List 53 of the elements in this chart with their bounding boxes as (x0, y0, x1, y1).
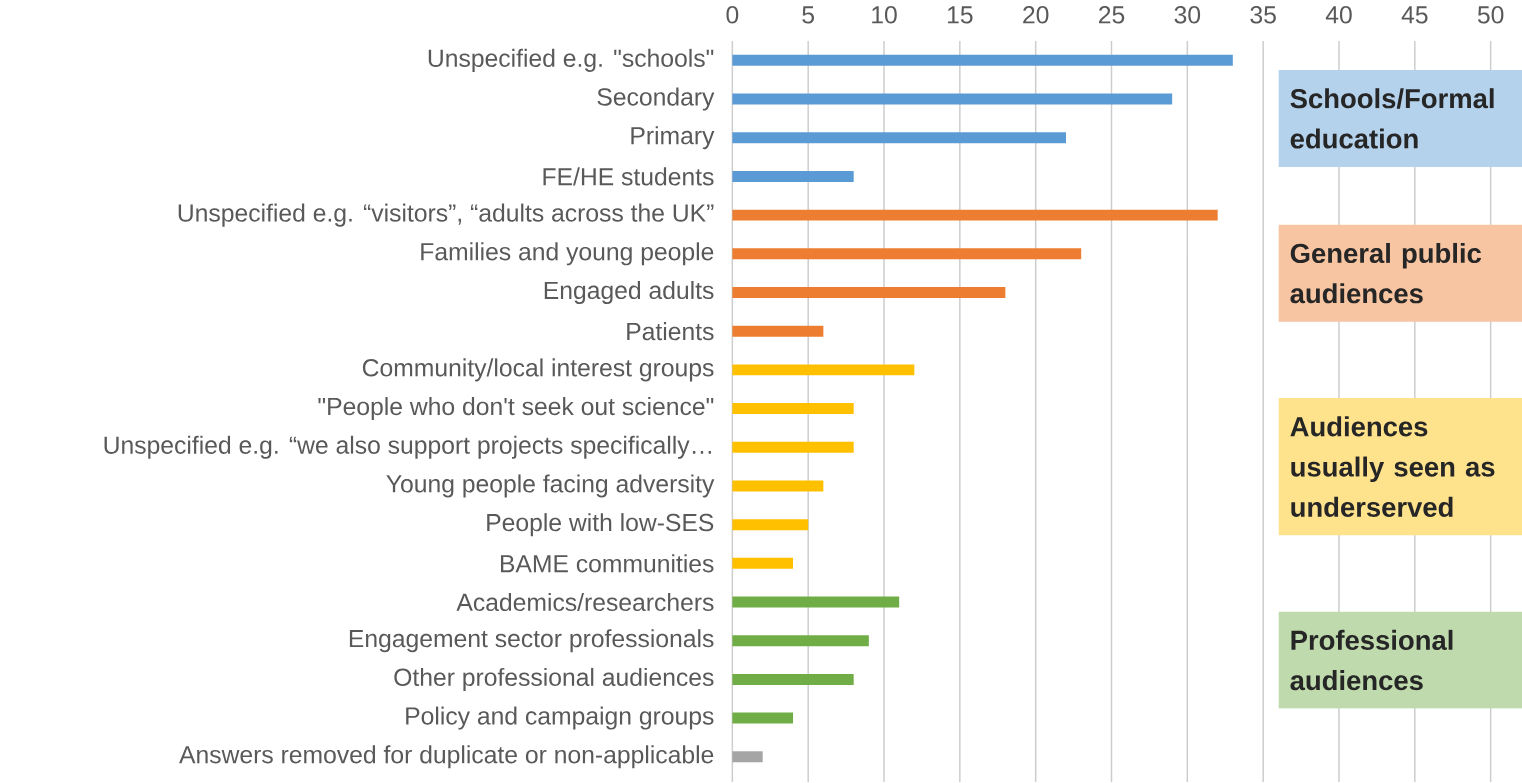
y-tick-label: Unspecified e.g. “we also support projects specifically… (104, 435, 711, 459)
x-tick-label: 50 (1477, 6, 1504, 24)
x-tick-label: 45 (1401, 6, 1428, 24)
y-tick-label: Families and young people (421, 242, 714, 266)
bar (732, 480, 824, 492)
y-tick-label: Community/local interest groups (362, 358, 714, 382)
bar (732, 364, 915, 376)
x-tick-label: 10 (872, 6, 897, 24)
bar (732, 712, 794, 724)
bar (732, 248, 1082, 260)
bar (732, 751, 763, 763)
y-tick-label: People with low-SES (487, 513, 714, 537)
bar (732, 403, 854, 415)
y-tick-label: Policy and campaign groups (406, 706, 714, 730)
x-tick-label: 5 (802, 6, 815, 24)
x-tick-label: 30 (1174, 6, 1201, 24)
y-tick-label: Unspecified e.g. "schools" (428, 49, 714, 73)
y-tick-label: Other professional audiences (394, 668, 714, 692)
y-tick-label: Answers removed for duplicate or non-applicable (179, 745, 714, 769)
bar (732, 287, 1006, 299)
y-tick-label: Engaged adults (544, 281, 714, 305)
annotation: Audiences usually seen as underserved (1290, 416, 1495, 518)
y-tick-label: BAME communities (500, 554, 714, 573)
x-tick-label: 25 (1099, 6, 1125, 24)
y-tick-label: Primary (631, 126, 715, 150)
bar (732, 325, 824, 337)
y-tick-label: Secondary (597, 87, 715, 111)
bar (732, 596, 900, 608)
bar (732, 441, 854, 453)
y-tick-label: Patients (627, 322, 714, 341)
bar (732, 171, 854, 183)
annotation: General public audiences (1290, 243, 1482, 304)
x-tick-label: 35 (1250, 6, 1276, 24)
bar (732, 674, 854, 686)
x-tick-label: 0 (726, 6, 739, 24)
annotation: Schools/Formal education (1290, 88, 1494, 149)
bar (732, 93, 1173, 105)
x-tick-label: 15 (948, 6, 973, 24)
y-tick-label: "People who don't seek out science" (318, 397, 714, 421)
y-tick-label: Engagement sector professionals (349, 629, 714, 653)
bar (732, 132, 1067, 144)
bar (732, 635, 869, 647)
y-tick-label: Academics/researchers (456, 593, 714, 612)
bar (732, 558, 794, 569)
bar (732, 209, 1218, 221)
y-tick-label: Unspecified e.g. “visitors”, “adults across the UK” (178, 203, 714, 227)
y-tick-label: Young people facing adversity (386, 474, 715, 498)
x-tick-label: 40 (1325, 6, 1352, 24)
x-tick-label: 20 (1023, 6, 1049, 24)
bar (732, 55, 1233, 67)
annotation: Professional audiences (1290, 630, 1453, 691)
bar (732, 519, 809, 531)
y-tick-label: FE/HE students (543, 167, 714, 186)
